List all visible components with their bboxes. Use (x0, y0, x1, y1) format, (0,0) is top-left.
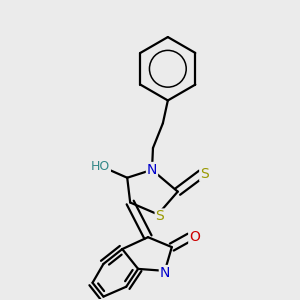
Text: N: N (147, 163, 157, 177)
Text: S: S (200, 167, 209, 181)
Text: S: S (155, 209, 164, 224)
Text: O: O (189, 230, 200, 244)
Text: HO: HO (91, 160, 110, 173)
Text: N: N (160, 266, 170, 280)
